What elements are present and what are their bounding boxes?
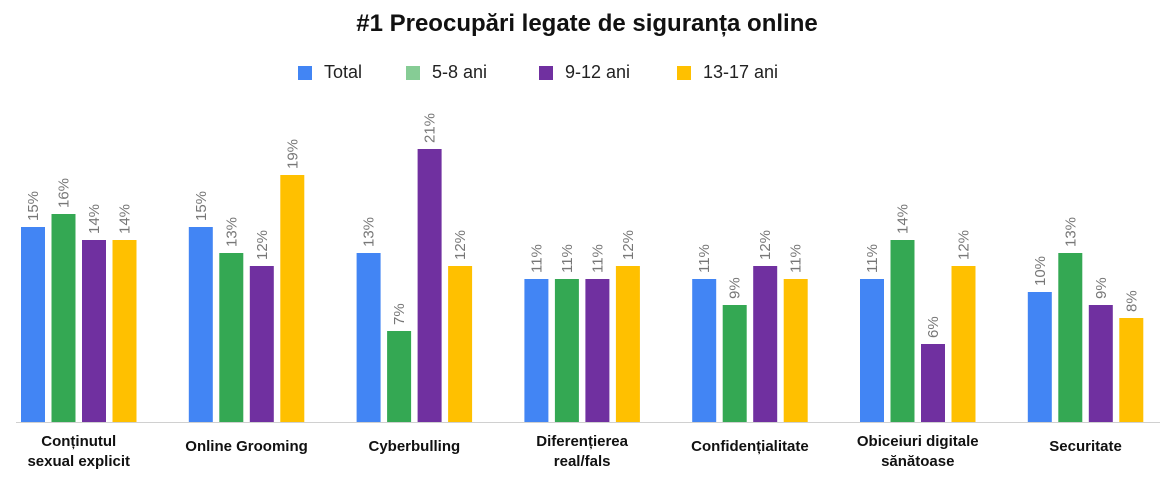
bar: [524, 279, 549, 422]
data-label: 21%: [422, 113, 439, 143]
bar: [554, 279, 579, 422]
data-label: 11%: [528, 244, 545, 273]
data-label: 14%: [86, 204, 103, 234]
bar: [753, 266, 778, 422]
legend-label: Total: [324, 62, 363, 82]
bar: [921, 344, 945, 422]
category-label-line: Diferențierea: [536, 433, 628, 450]
data-label: 11%: [589, 244, 606, 273]
bar: [783, 279, 808, 422]
category-label-line: sexual explicit: [27, 453, 131, 470]
bar: [112, 240, 137, 422]
data-label: 14%: [895, 204, 912, 234]
legend-label: 13-17 ani: [703, 62, 779, 82]
bar: [280, 175, 305, 422]
category-label-line: sănătoase: [881, 453, 955, 470]
category-label: Conținutul sexual explicit: [0, 432, 159, 472]
data-label: 13%: [223, 217, 240, 247]
bar: [1058, 253, 1083, 422]
bar: [387, 331, 412, 422]
category-label: Securitate: [1006, 437, 1166, 457]
data-label: 7%: [391, 303, 408, 325]
data-label: 13%: [361, 217, 378, 247]
category-label: Cyberbulling: [334, 437, 494, 457]
category-label: Diferențierea real/fals: [502, 432, 662, 472]
category-label-line: Conținutul: [41, 433, 117, 450]
category-label-line: Securitate: [1049, 438, 1122, 455]
legend-swatch: [298, 65, 312, 80]
data-label: 11%: [696, 244, 713, 273]
bar: [890, 240, 915, 422]
legend-swatch: [406, 65, 420, 80]
bar: [21, 227, 45, 422]
data-label: 19%: [284, 139, 301, 169]
data-label: 12%: [254, 230, 271, 260]
legend-item: 13-17 ani: [677, 62, 778, 83]
legend-label: 9-12 ani: [565, 62, 631, 82]
legend-swatch: [677, 65, 691, 80]
bar: [356, 253, 381, 422]
bar: [1119, 318, 1144, 422]
bar: [722, 305, 747, 422]
bar: [188, 227, 213, 422]
data-label: 12%: [620, 230, 637, 260]
data-label: 12%: [757, 230, 774, 260]
legend-item: 9-12 ani: [539, 62, 630, 83]
bar: [448, 266, 473, 422]
bar: [51, 214, 76, 422]
category-label-line: Cyberbulling: [368, 438, 461, 455]
bar: [417, 149, 442, 422]
category-label: Confidențialitate: [670, 437, 830, 457]
category-label-line: Obiceiuri digitale: [856, 433, 979, 450]
legend-label: 5-8 ani: [432, 62, 488, 82]
category-label: Online Grooming: [167, 437, 327, 457]
data-label: 6%: [925, 316, 942, 338]
bar: [219, 253, 244, 422]
data-label: 11%: [788, 244, 805, 273]
bar: [615, 266, 640, 422]
data-label: 11%: [559, 244, 576, 273]
data-label: 12%: [452, 230, 469, 260]
bar: [82, 240, 106, 422]
data-label: 15%: [193, 191, 210, 221]
data-label: 8%: [1123, 290, 1140, 312]
chart-title: #1 Preocupări legate de siguranța online: [356, 10, 818, 37]
legend-swatch: [539, 65, 553, 80]
category-label: Obiceiuri digitale sănătoase: [838, 432, 998, 472]
bar: [585, 279, 610, 422]
bar: [1027, 292, 1052, 422]
data-label: 11%: [864, 244, 881, 273]
bar: [951, 266, 976, 422]
legend-item: 5-8 ani: [406, 62, 487, 83]
data-label: 10%: [1032, 256, 1049, 286]
data-label: 9%: [1093, 277, 1110, 299]
bar: [860, 279, 884, 422]
data-label: 12%: [956, 230, 973, 260]
data-label: 9%: [727, 277, 744, 299]
data-label: 13%: [1062, 217, 1079, 247]
category-label-line: Confidențialitate: [691, 438, 809, 455]
category-label-line: real/fals: [553, 453, 611, 470]
bar: [1088, 305, 1113, 422]
data-label: 15%: [25, 191, 42, 221]
legend-item: Total: [298, 62, 362, 83]
category-label-line: Online Grooming: [185, 438, 308, 455]
bar: [249, 266, 274, 422]
data-label: 14%: [117, 204, 134, 234]
data-label: 16%: [56, 178, 73, 208]
bar: [692, 279, 717, 422]
